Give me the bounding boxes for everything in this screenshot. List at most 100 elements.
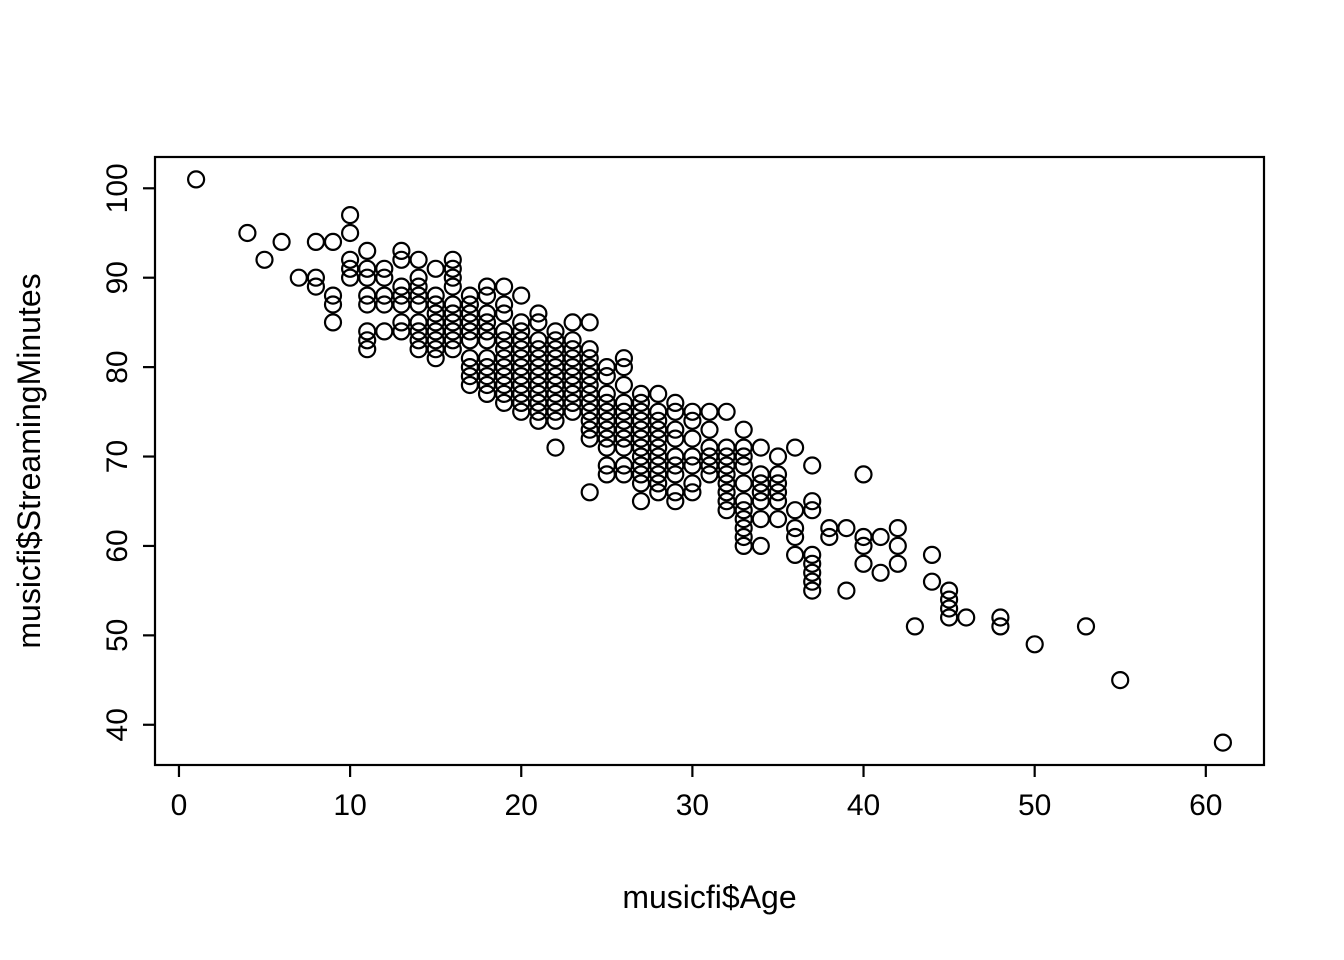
data-point	[443, 295, 462, 314]
data-point	[580, 375, 599, 395]
data-point	[341, 223, 360, 243]
data-point	[426, 349, 445, 368]
data-point	[460, 304, 479, 323]
data-point	[649, 474, 668, 493]
data-point	[666, 483, 685, 502]
data-point	[751, 474, 770, 493]
data-point	[649, 411, 668, 430]
data-point	[563, 331, 582, 350]
data-point	[939, 608, 959, 627]
data-point	[443, 268, 462, 287]
data-point	[1025, 635, 1044, 654]
data-point	[512, 402, 531, 421]
data-point	[939, 590, 959, 609]
data-point	[597, 420, 616, 439]
data-point	[717, 456, 736, 475]
data-point	[597, 393, 616, 412]
data-point	[375, 268, 394, 287]
data-point	[529, 313, 548, 332]
data-point	[341, 259, 360, 278]
data-point	[957, 608, 976, 627]
data-point	[495, 375, 514, 395]
data-point	[392, 313, 411, 332]
data-point	[597, 358, 616, 377]
data-point	[939, 599, 959, 618]
data-point	[734, 527, 753, 547]
data-point	[375, 286, 394, 305]
y-tick-label: 60	[101, 529, 134, 562]
data-point	[649, 438, 668, 457]
data-point	[392, 286, 411, 305]
x-axis-title: musicfi$Age	[622, 879, 796, 915]
data-point	[631, 438, 651, 457]
data-point	[631, 447, 651, 466]
data-point	[785, 501, 805, 520]
data-point	[717, 492, 736, 511]
data-point	[495, 367, 514, 386]
data-point	[477, 277, 497, 296]
data-point	[700, 420, 719, 439]
y-tick-label: 100	[101, 163, 134, 213]
data-point	[734, 518, 753, 538]
data-point	[306, 232, 325, 251]
data-point	[289, 268, 308, 287]
data-point	[460, 358, 479, 377]
data-point	[751, 438, 770, 457]
data-point	[597, 438, 616, 457]
data-point	[460, 295, 479, 314]
data-point	[820, 527, 839, 547]
data-point	[443, 331, 462, 350]
data-point	[341, 206, 360, 225]
data-point	[820, 518, 839, 538]
data-point	[495, 384, 514, 403]
data-point	[785, 545, 805, 565]
data-point	[563, 402, 582, 421]
data-point	[409, 268, 428, 287]
data-point	[409, 322, 428, 341]
data-point	[495, 349, 514, 368]
data-point	[546, 411, 565, 430]
data-point	[803, 501, 822, 520]
data-point	[717, 438, 736, 457]
data-point	[460, 322, 479, 341]
data-point	[546, 438, 565, 457]
data-point	[512, 313, 531, 332]
data-point	[477, 322, 497, 341]
data-point	[683, 411, 702, 430]
data-point	[803, 456, 822, 475]
data-point	[323, 295, 343, 314]
data-point	[751, 465, 770, 484]
data-point	[734, 456, 753, 475]
data-point	[803, 492, 822, 511]
data-point	[768, 483, 788, 502]
data-point	[460, 349, 479, 368]
data-point	[238, 223, 257, 243]
x-tick-label: 10	[333, 789, 366, 822]
data-point	[375, 295, 394, 314]
data-point	[392, 322, 411, 341]
data-point	[580, 349, 599, 368]
data-point	[512, 340, 531, 359]
data-point	[597, 411, 616, 430]
data-point	[563, 393, 582, 412]
data-point	[460, 367, 479, 386]
data-point	[631, 456, 651, 475]
data-point	[597, 456, 616, 475]
data-point	[477, 384, 497, 403]
data-point	[666, 465, 685, 484]
data-point	[1213, 733, 1233, 752]
data-point	[477, 349, 497, 368]
plot-border	[153, 155, 1266, 767]
data-point	[477, 331, 497, 350]
data-point	[460, 375, 479, 395]
data-point	[323, 232, 343, 251]
data-point	[717, 483, 736, 502]
data-point	[614, 349, 634, 368]
data-point	[631, 429, 651, 448]
data-point	[495, 304, 514, 323]
data-point	[512, 331, 531, 350]
data-point	[597, 402, 616, 421]
data-point	[323, 313, 343, 332]
